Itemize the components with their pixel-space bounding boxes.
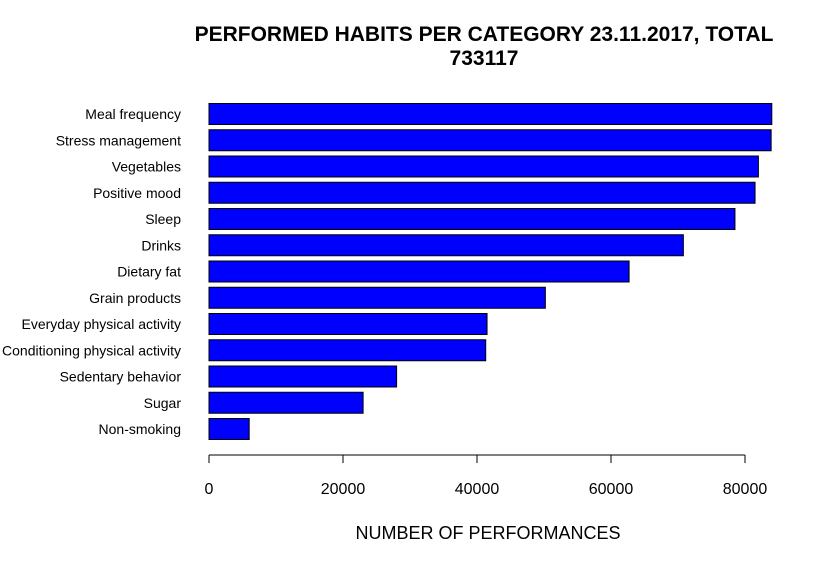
bar-non-smoking xyxy=(208,418,250,440)
category-label: Sleep xyxy=(145,211,181,227)
category-labels: Meal frequency Stress management Vegetable… xyxy=(2,106,181,437)
category-label: Sedentary behavior xyxy=(60,369,182,385)
category-label: Drinks xyxy=(141,237,181,253)
chart-title-line-2: 733117 xyxy=(450,47,519,70)
category-label: Meal frequency xyxy=(85,106,181,122)
x-axis-label: NUMBER OF PERFORMANCES xyxy=(355,523,620,543)
category-label: Stress management xyxy=(56,132,181,148)
x-tick-label: 40000 xyxy=(455,481,500,498)
x-tick-label: 0 xyxy=(205,481,214,498)
category-label: Everyday physical activity xyxy=(21,316,181,332)
x-axis: 0 20000 40000 60000 80000 xyxy=(205,454,768,498)
bar-grain-products xyxy=(208,286,546,309)
category-label: Sugar xyxy=(144,395,182,411)
x-tick-label: 60000 xyxy=(589,481,634,498)
category-label: Non-smoking xyxy=(99,421,181,437)
bar-stress-management xyxy=(208,129,772,152)
category-label: Grain products xyxy=(89,290,181,306)
bar-conditioning-physical-activity xyxy=(208,339,487,362)
chart-title-line-1: PERFORMED HABITS PER CATEGORY 23.11.2017… xyxy=(195,23,774,46)
bar-dietary-fat xyxy=(208,260,630,283)
bar-drinks xyxy=(208,234,684,257)
category-label: Vegetables xyxy=(112,159,181,175)
bar-sleep xyxy=(208,208,736,230)
category-label: Conditioning physical activity xyxy=(2,342,181,358)
bar-sugar xyxy=(208,391,364,414)
bar-everyday-physical-activity xyxy=(208,313,488,335)
category-label: Dietary fat xyxy=(117,264,181,280)
bar-positive-mood xyxy=(208,181,756,204)
x-tick-label: 20000 xyxy=(321,481,366,498)
bar-vegetables xyxy=(208,155,759,178)
x-tick-label: 80000 xyxy=(723,481,768,498)
bar-sedentary-behavior xyxy=(208,365,398,388)
bar-meal-frequency xyxy=(208,103,773,125)
bars-group xyxy=(208,103,773,440)
category-label: Positive mood xyxy=(93,185,181,201)
